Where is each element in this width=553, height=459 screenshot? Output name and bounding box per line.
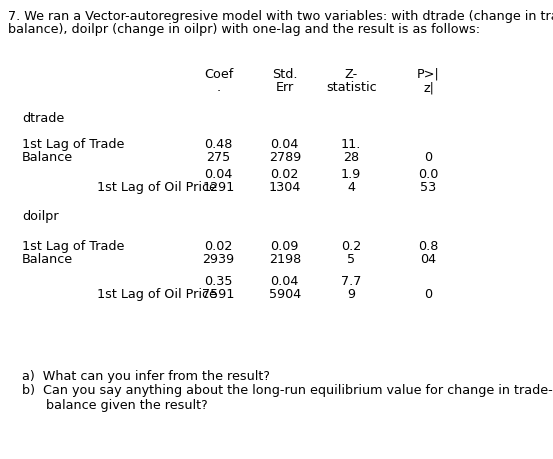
Text: statistic: statistic — [326, 81, 377, 94]
Text: 04: 04 — [420, 253, 437, 266]
Text: 2198: 2198 — [269, 253, 301, 266]
Text: 28: 28 — [343, 151, 359, 164]
Text: 1291: 1291 — [202, 181, 234, 194]
Text: Coef: Coef — [204, 68, 233, 81]
Text: b)  Can you say anything about the long-run equilibrium value for change in trad: b) Can you say anything about the long-r… — [22, 384, 553, 397]
Text: Z-: Z- — [345, 68, 358, 81]
Text: 0.02: 0.02 — [270, 168, 299, 181]
Text: 0.02: 0.02 — [204, 240, 233, 253]
Text: 5904: 5904 — [269, 288, 301, 301]
Text: 7.7: 7.7 — [341, 275, 361, 288]
Text: Balance: Balance — [22, 253, 73, 266]
Text: Balance: Balance — [22, 151, 73, 164]
Text: 1304: 1304 — [269, 181, 301, 194]
Text: doilpr: doilpr — [22, 210, 59, 223]
Text: 0.09: 0.09 — [270, 240, 299, 253]
Text: 1st Lag of Oil Price: 1st Lag of Oil Price — [97, 181, 217, 194]
Text: 0.04: 0.04 — [270, 275, 299, 288]
Text: 5: 5 — [347, 253, 355, 266]
Text: 7591: 7591 — [202, 288, 234, 301]
Text: 0.0: 0.0 — [419, 168, 439, 181]
Text: balance), doilpr (change in oilpr) with one-lag and the result is as follows:: balance), doilpr (change in oilpr) with … — [8, 23, 480, 36]
Text: 1st Lag of Trade: 1st Lag of Trade — [22, 240, 124, 253]
Text: 275: 275 — [206, 151, 231, 164]
Text: a)  What can you infer from the result?: a) What can you infer from the result? — [22, 370, 270, 383]
Text: 11.: 11. — [341, 138, 361, 151]
Text: 1.9: 1.9 — [341, 168, 361, 181]
Text: balance given the result?: balance given the result? — [22, 399, 208, 412]
Text: 0: 0 — [425, 151, 432, 164]
Text: P>|: P>| — [417, 68, 440, 81]
Text: 0.2: 0.2 — [341, 240, 361, 253]
Text: 53: 53 — [420, 181, 437, 194]
Text: 4: 4 — [347, 181, 355, 194]
Text: z|: z| — [423, 81, 434, 94]
Text: 9: 9 — [347, 288, 355, 301]
Text: 2939: 2939 — [202, 253, 234, 266]
Text: 1st Lag of Oil Price: 1st Lag of Oil Price — [97, 288, 217, 301]
Text: 1st Lag of Trade: 1st Lag of Trade — [22, 138, 124, 151]
Text: 0.04: 0.04 — [270, 138, 299, 151]
Text: 0.04: 0.04 — [204, 168, 233, 181]
Text: 0: 0 — [425, 288, 432, 301]
Text: Std.: Std. — [272, 68, 298, 81]
Text: 0.8: 0.8 — [419, 240, 439, 253]
Text: 7. We ran a Vector-autoregresive model with two variables: with dtrade (change i: 7. We ran a Vector-autoregresive model w… — [8, 10, 553, 23]
Text: Err: Err — [275, 81, 294, 94]
Text: .: . — [216, 81, 221, 94]
Text: 0.35: 0.35 — [204, 275, 233, 288]
Text: dtrade: dtrade — [22, 112, 64, 125]
Text: 2789: 2789 — [269, 151, 301, 164]
Text: 0.48: 0.48 — [204, 138, 233, 151]
